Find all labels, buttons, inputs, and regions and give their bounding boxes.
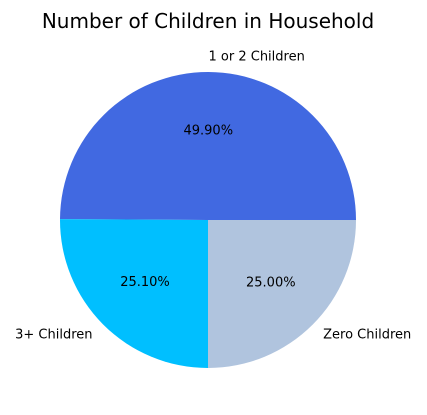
slice-category-label: 1 or 2 Children	[209, 50, 305, 65]
pie-slices	[60, 71, 356, 368]
slice-category-label: Zero Children	[323, 328, 411, 343]
pie-slice	[208, 220, 356, 368]
pie-slice	[60, 71, 356, 220]
slice-percentage-label: 25.00%	[246, 275, 296, 290]
slice-percentage-label: 49.90%	[183, 124, 233, 139]
percentage-labels: 49.90% 25.10% 25.00%	[120, 124, 295, 291]
slice-labels: 1 or 2 Children 3+ Children Zero Children	[15, 50, 411, 343]
pie-slice	[60, 219, 208, 368]
slice-percentage-label: 25.10%	[120, 275, 170, 290]
slice-category-label: 3+ Children	[15, 327, 92, 342]
chart-title: Number of Children in Household	[42, 9, 374, 33]
